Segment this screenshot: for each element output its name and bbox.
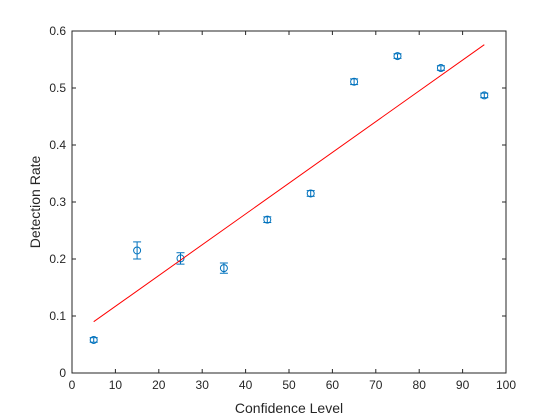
data-point [350,77,359,86]
y-tick-label: 0.2 [49,252,66,266]
x-axis-label: Confidence Level [235,400,343,416]
data-point [480,91,489,100]
x-tick-label: 70 [369,378,383,392]
data-point [436,64,445,73]
x-tick-label: 100 [496,378,516,392]
marks-layer [89,44,489,344]
y-tick-label: 0.6 [49,24,66,38]
plot-area [72,31,506,373]
x-tick-label: 50 [282,378,296,392]
x-tick-label: 30 [196,378,210,392]
y-tick-label: 0.4 [49,138,66,152]
y-axis-label: Detection Rate [27,155,43,248]
y-tick-label: 0.5 [49,81,66,95]
x-tick-label: 0 [69,378,76,392]
y-tick-label: 0.3 [49,195,66,209]
data-point [219,264,228,273]
x-tick-label: 40 [239,378,253,392]
x-tick-label: 60 [326,378,340,392]
axes-layer: 0 10 20 30 40 50 60 70 80 90 100 0 0.1 0.2 0.3 0.4 0.5 0.… [49,24,516,392]
data-point [176,254,185,263]
x-tick-label: 20 [152,378,166,392]
data-point [263,215,272,224]
data-point [89,335,98,344]
y-tick-label: 0.1 [49,309,66,323]
data-point [133,246,142,255]
fit-line [93,44,485,323]
x-tick-label: 90 [456,378,470,392]
x-tick-label: 10 [109,378,123,392]
data-point [393,52,402,61]
y-tick-label: 0 [59,366,66,380]
data-point [306,189,315,198]
x-tick-label: 80 [413,378,427,392]
